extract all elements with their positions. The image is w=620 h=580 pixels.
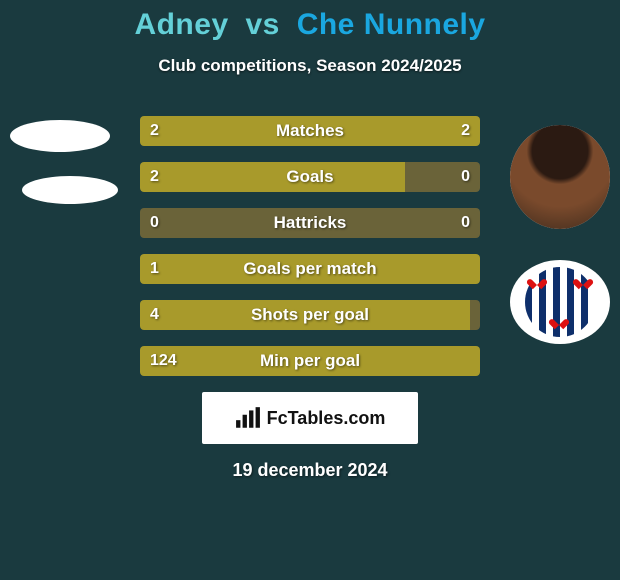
stat-row: Goals per match1 — [140, 254, 480, 284]
footer-date: 19 december 2024 — [0, 460, 620, 481]
brand-footer: FcTables.com — [202, 392, 418, 444]
stat-value-left: 2 — [140, 162, 169, 192]
stat-row: Shots per goal4 — [140, 300, 480, 330]
left-player-avatar-placeholder — [10, 120, 110, 152]
left-club-badge-placeholder — [22, 176, 118, 204]
stat-value-right: 2 — [451, 116, 480, 146]
subtitle: Club competitions, Season 2024/2025 — [0, 56, 620, 76]
stat-bar-left — [140, 300, 470, 330]
stat-bar-left — [140, 162, 405, 192]
title-vs: vs — [245, 8, 279, 41]
right-player-avatar — [510, 125, 610, 229]
stat-value-right — [460, 300, 480, 330]
stat-row: Goals20 — [140, 162, 480, 192]
comparison-bars: Matches22Goals20Hattricks00Goals per mat… — [140, 116, 480, 376]
stat-value-left: 124 — [140, 346, 187, 376]
page-title: Adney vs Che Nunnely — [0, 8, 620, 42]
stat-value-left: 2 — [140, 116, 169, 146]
stat-row: Matches22 — [140, 116, 480, 146]
right-club-badge — [510, 260, 610, 344]
stat-value-right — [460, 254, 480, 284]
bars-logo-icon — [235, 407, 261, 429]
stat-value-left: 4 — [140, 300, 169, 330]
stat-value-left: 0 — [140, 208, 169, 238]
title-right-player: Che Nunnely — [297, 8, 486, 41]
heerenveen-badge-icon — [525, 267, 595, 337]
title-left-player: Adney — [134, 8, 228, 41]
stat-row: Hattricks00 — [140, 208, 480, 238]
stat-bar-left — [140, 254, 480, 284]
stat-row: Min per goal124 — [140, 346, 480, 376]
stat-value-right: 0 — [451, 162, 480, 192]
infographic-container: Adney vs Che Nunnely Club competitions, … — [0, 0, 620, 580]
player-headshot-icon — [510, 125, 610, 229]
stat-value-right — [460, 346, 480, 376]
brand-text: FcTables.com — [267, 408, 386, 429]
stat-value-right: 0 — [451, 208, 480, 238]
stat-value-left: 1 — [140, 254, 169, 284]
stat-bar-left — [140, 346, 480, 376]
